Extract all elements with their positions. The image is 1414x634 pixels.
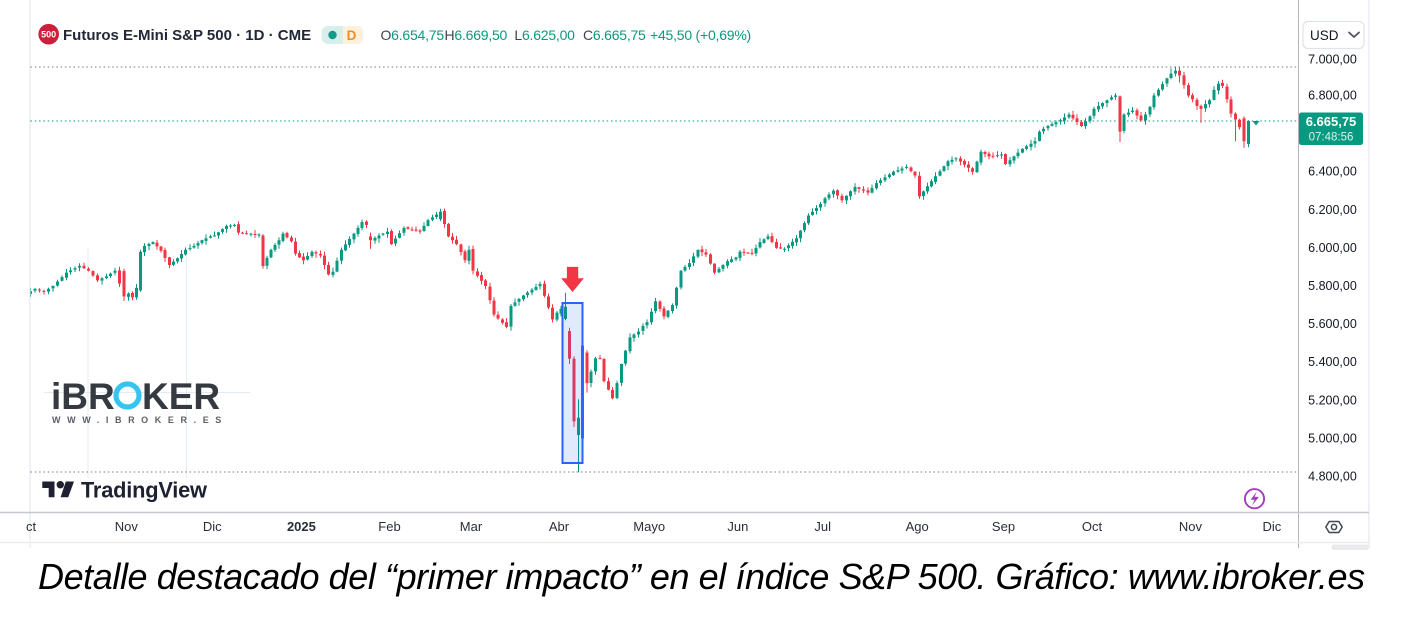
svg-text:Nov: Nov	[1179, 519, 1203, 534]
svg-text:ct: ct	[26, 519, 37, 534]
svg-text:Jul: Jul	[814, 519, 831, 534]
svg-text:Nov: Nov	[115, 519, 139, 534]
svg-text:6.400,00: 6.400,00	[1308, 165, 1357, 179]
svg-text:6.200,00: 6.200,00	[1308, 203, 1357, 217]
svg-text:Dic: Dic	[1263, 519, 1282, 534]
svg-text:iBR: iBR	[51, 376, 115, 417]
svg-text:5.400,00: 5.400,00	[1308, 355, 1357, 369]
svg-text:Sep: Sep	[992, 519, 1015, 534]
svg-text:H6.669,50: H6.669,50	[445, 27, 508, 43]
svg-text:Futuros E-Mini S&P 500 · 1D ·: Futuros E-Mini S&P 500 · 1D · CME	[63, 27, 311, 44]
svg-text:Jun: Jun	[727, 519, 748, 534]
svg-text:WWW.IBROKER.ES: WWW.IBROKER.ES	[52, 415, 228, 425]
svg-text:Mayo: Mayo	[633, 519, 665, 534]
svg-text:Detalle destacado del “primer: Detalle destacado del “primer impacto” e…	[38, 556, 1365, 597]
svg-text:5.000,00: 5.000,00	[1308, 431, 1357, 445]
svg-text:Feb: Feb	[378, 519, 400, 534]
svg-text:6.665,75: 6.665,75	[1306, 114, 1357, 129]
svg-text:USD: USD	[1310, 28, 1339, 43]
svg-text:2025: 2025	[287, 519, 316, 534]
svg-text:TradingView: TradingView	[81, 478, 207, 503]
svg-text:5.200,00: 5.200,00	[1308, 393, 1357, 407]
svg-text:D: D	[347, 28, 357, 43]
svg-text:Abr: Abr	[549, 519, 570, 534]
svg-text:Dic: Dic	[203, 519, 222, 534]
svg-text:O6.654,75: O6.654,75	[381, 27, 445, 43]
svg-text:6.800,00: 6.800,00	[1308, 89, 1357, 103]
svg-text:6.000,00: 6.000,00	[1308, 241, 1357, 255]
svg-text:Ago: Ago	[906, 519, 929, 534]
svg-text:Oct: Oct	[1082, 519, 1103, 534]
svg-text:L6.625,00: L6.625,00	[514, 27, 575, 43]
svg-text:+45,50 (+0,69%): +45,50 (+0,69%)	[650, 27, 751, 43]
svg-text:KER: KER	[142, 376, 220, 417]
svg-text:4.800,00: 4.800,00	[1308, 469, 1357, 483]
svg-text:07:48:56: 07:48:56	[1309, 132, 1354, 144]
svg-text:500: 500	[41, 30, 56, 40]
svg-text:5.800,00: 5.800,00	[1308, 279, 1357, 293]
svg-text:C6.665,75: C6.665,75	[583, 27, 646, 43]
svg-text:5.600,00: 5.600,00	[1308, 317, 1357, 331]
svg-text:7.000,00: 7.000,00	[1308, 53, 1357, 67]
svg-text:Mar: Mar	[460, 519, 483, 534]
